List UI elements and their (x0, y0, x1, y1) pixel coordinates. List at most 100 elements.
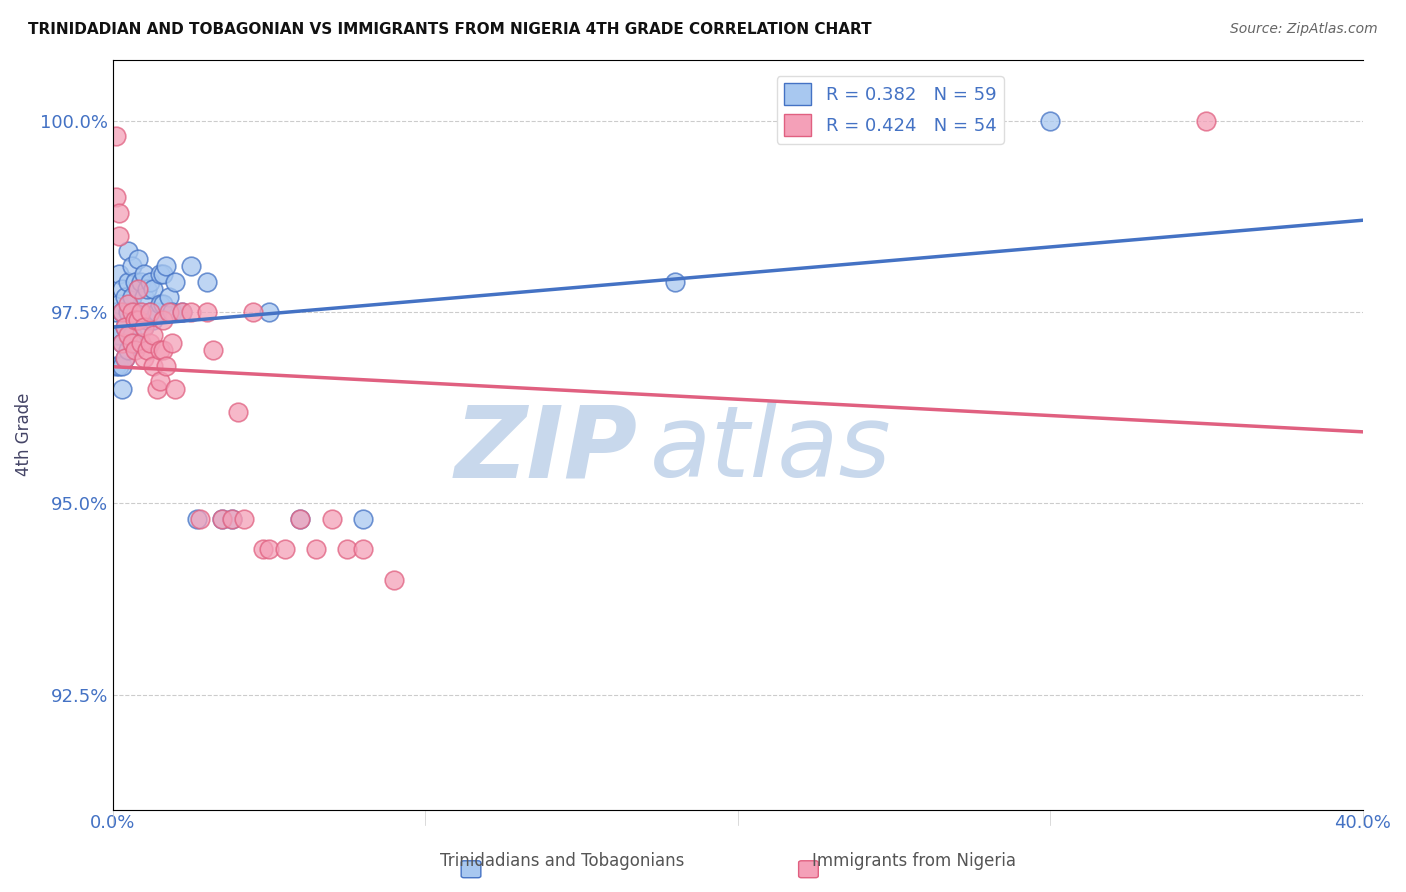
Point (132, 267, 155, 281)
Point (136, 313, 159, 327)
Point (233, 512, 256, 526)
Point (127, 313, 149, 327)
Point (165, 382, 187, 396)
Point (127, 282, 149, 296)
Point (111, 335, 134, 350)
Text: Trinidadians and Tobagonians: Trinidadians and Tobagonians (440, 852, 685, 870)
Point (165, 275, 187, 289)
Point (290, 512, 312, 526)
Point (1195, 113, 1218, 128)
Point (111, 382, 134, 396)
Point (226, 404, 249, 418)
Point (108, 228, 131, 243)
Point (142, 282, 165, 296)
Point (211, 512, 233, 526)
Point (117, 244, 139, 258)
Point (139, 275, 162, 289)
Point (157, 305, 180, 319)
Point (108, 297, 131, 311)
Text: Source: ZipAtlas.com: Source: ZipAtlas.com (1230, 22, 1378, 37)
Point (121, 305, 143, 319)
Point (149, 267, 172, 281)
Point (132, 351, 155, 365)
Point (129, 305, 152, 319)
Point (149, 374, 172, 388)
Point (124, 313, 146, 327)
Point (114, 320, 136, 334)
Point (664, 275, 686, 289)
Point (152, 313, 174, 327)
Text: ZIP: ZIP (454, 401, 638, 498)
Point (139, 305, 162, 319)
Point (108, 205, 131, 219)
Point (160, 335, 183, 350)
Point (211, 512, 233, 526)
Point (127, 313, 149, 327)
Point (136, 282, 159, 296)
Text: atlas: atlas (650, 401, 891, 498)
Point (111, 335, 134, 350)
Point (121, 335, 143, 350)
Point (124, 275, 146, 289)
Point (336, 542, 359, 557)
Point (155, 259, 177, 273)
Point (124, 335, 146, 350)
Point (160, 305, 183, 319)
Point (104, 129, 127, 144)
Point (117, 328, 139, 343)
Point (142, 313, 165, 327)
Point (242, 305, 264, 319)
Point (136, 343, 159, 358)
Point (121, 290, 143, 304)
Point (188, 512, 211, 526)
Point (114, 351, 136, 365)
Point (149, 343, 172, 358)
Point (180, 259, 202, 273)
Point (114, 320, 136, 334)
Point (252, 542, 274, 557)
Y-axis label: 4th Grade: 4th Grade (15, 392, 32, 476)
Point (117, 297, 139, 311)
Point (139, 335, 162, 350)
Point (157, 290, 180, 304)
Point (127, 282, 149, 296)
Point (352, 512, 374, 526)
Point (129, 275, 152, 289)
Point (117, 343, 139, 358)
Point (111, 359, 134, 373)
Point (180, 305, 202, 319)
Point (108, 267, 131, 281)
Text: Immigrants from Nigeria: Immigrants from Nigeria (811, 852, 1017, 870)
Point (142, 359, 165, 373)
Point (170, 305, 193, 319)
Point (201, 343, 224, 358)
Point (221, 512, 243, 526)
Point (152, 343, 174, 358)
Point (111, 282, 134, 296)
Point (104, 190, 127, 204)
Point (195, 305, 218, 319)
Point (145, 382, 167, 396)
Point (121, 328, 143, 343)
Point (117, 305, 139, 319)
Point (257, 542, 280, 557)
Point (132, 320, 155, 334)
Point (155, 359, 177, 373)
Point (132, 320, 155, 334)
Point (111, 305, 134, 319)
Point (186, 512, 208, 526)
Point (170, 305, 193, 319)
Point (290, 512, 312, 526)
Legend: R = 0.382   N = 59, R = 0.424   N = 54: R = 0.382 N = 59, R = 0.424 N = 54 (778, 76, 1004, 144)
Point (195, 275, 218, 289)
Point (129, 305, 152, 319)
Point (114, 290, 136, 304)
Point (221, 512, 243, 526)
Text: TRINIDADIAN AND TOBAGONIAN VS IMMIGRANTS FROM NIGERIA 4TH GRADE CORRELATION CHAR: TRINIDADIAN AND TOBAGONIAN VS IMMIGRANTS… (28, 22, 872, 37)
Point (129, 335, 152, 350)
Point (104, 305, 127, 319)
Point (108, 359, 131, 373)
Point (114, 351, 136, 365)
Point (149, 297, 172, 311)
Point (152, 297, 174, 311)
